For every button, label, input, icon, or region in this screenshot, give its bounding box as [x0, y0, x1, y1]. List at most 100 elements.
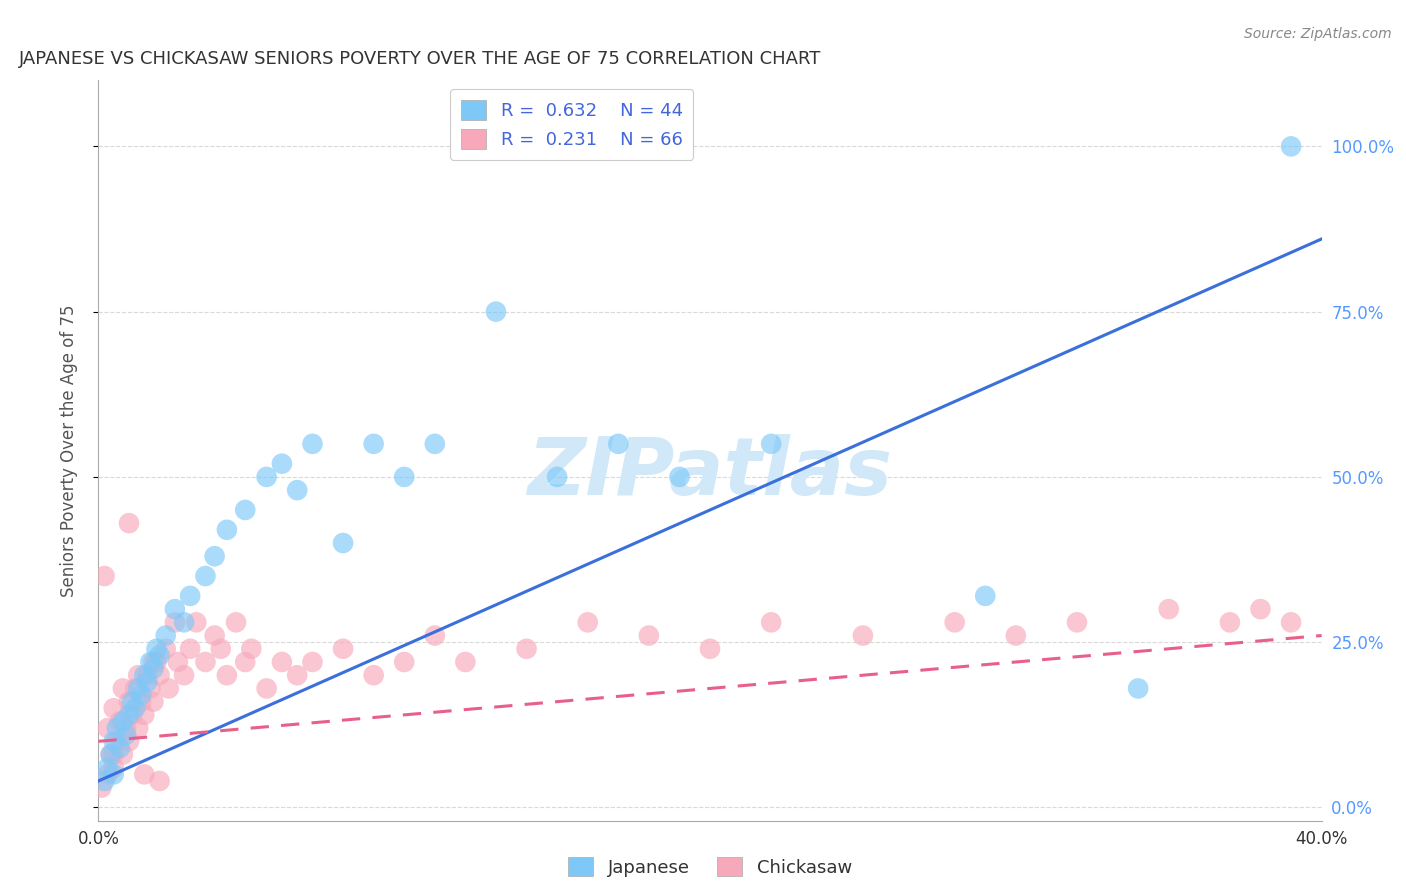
Point — [100, 747, 122, 762]
Point — [179, 589, 201, 603]
Point — [108, 714, 131, 729]
Text: JAPANESE VS CHICKASAW SENIORS POVERTY OVER THE AGE OF 75 CORRELATION CHART: JAPANESE VS CHICKASAW SENIORS POVERTY OV… — [18, 50, 821, 68]
Point — [157, 681, 180, 696]
Point — [668, 470, 690, 484]
Point — [215, 668, 238, 682]
Point — [270, 457, 292, 471]
Point — [699, 641, 721, 656]
Point — [93, 569, 115, 583]
Point — [136, 668, 159, 682]
Point — [240, 641, 263, 656]
Point — [149, 668, 172, 682]
Point — [129, 688, 152, 702]
Point — [115, 721, 138, 735]
Point — [173, 615, 195, 630]
Point — [332, 641, 354, 656]
Point — [759, 615, 782, 630]
Point — [485, 304, 508, 318]
Point — [149, 648, 172, 663]
Point — [363, 668, 385, 682]
Point — [163, 602, 186, 616]
Point — [90, 780, 112, 795]
Point — [103, 761, 125, 775]
Point — [1128, 681, 1150, 696]
Point — [105, 721, 128, 735]
Point — [233, 503, 256, 517]
Point — [204, 629, 226, 643]
Point — [105, 734, 128, 748]
Point — [124, 701, 146, 715]
Point — [1157, 602, 1180, 616]
Point — [163, 615, 186, 630]
Point — [1279, 615, 1302, 630]
Point — [454, 655, 477, 669]
Point — [1004, 629, 1026, 643]
Point — [142, 662, 165, 676]
Point — [607, 437, 630, 451]
Point — [256, 681, 278, 696]
Point — [209, 641, 232, 656]
Point — [103, 767, 125, 781]
Point — [127, 668, 149, 682]
Point — [516, 641, 538, 656]
Point — [301, 437, 323, 451]
Point — [225, 615, 247, 630]
Point — [134, 707, 156, 722]
Point — [149, 774, 172, 789]
Point — [576, 615, 599, 630]
Point — [256, 470, 278, 484]
Point — [97, 761, 120, 775]
Point — [974, 589, 997, 603]
Point — [392, 470, 416, 484]
Point — [121, 695, 143, 709]
Point — [145, 641, 167, 656]
Point — [332, 536, 354, 550]
Point — [134, 668, 156, 682]
Point — [759, 437, 782, 451]
Point — [118, 707, 141, 722]
Point — [100, 747, 122, 762]
Point — [215, 523, 238, 537]
Point — [93, 774, 115, 789]
Point — [139, 681, 162, 696]
Point — [111, 681, 134, 696]
Point — [155, 629, 177, 643]
Point — [134, 767, 156, 781]
Point — [111, 714, 134, 729]
Point — [194, 569, 217, 583]
Legend: Japanese, Chickasaw: Japanese, Chickasaw — [560, 847, 860, 886]
Point — [97, 721, 120, 735]
Point — [115, 728, 138, 742]
Point — [1219, 615, 1241, 630]
Point — [155, 641, 177, 656]
Text: ZIPatlas: ZIPatlas — [527, 434, 893, 512]
Point — [301, 655, 323, 669]
Point — [97, 767, 120, 781]
Point — [108, 740, 131, 755]
Point — [139, 655, 162, 669]
Point — [136, 674, 159, 689]
Text: Source: ZipAtlas.com: Source: ZipAtlas.com — [1244, 27, 1392, 41]
Point — [637, 629, 661, 643]
Point — [124, 681, 146, 696]
Point — [145, 655, 167, 669]
Point — [118, 695, 141, 709]
Point — [103, 747, 125, 762]
Point — [363, 437, 385, 451]
Point — [103, 701, 125, 715]
Point — [103, 734, 125, 748]
Point — [204, 549, 226, 564]
Point — [852, 629, 875, 643]
Point — [423, 629, 446, 643]
Point — [179, 641, 201, 656]
Point — [142, 695, 165, 709]
Point — [186, 615, 208, 630]
Point — [127, 681, 149, 696]
Point — [270, 655, 292, 669]
Point — [1066, 615, 1088, 630]
Point — [194, 655, 217, 669]
Point — [118, 734, 141, 748]
Y-axis label: Seniors Poverty Over the Age of 75: Seniors Poverty Over the Age of 75 — [59, 304, 77, 597]
Point — [129, 695, 152, 709]
Point — [127, 721, 149, 735]
